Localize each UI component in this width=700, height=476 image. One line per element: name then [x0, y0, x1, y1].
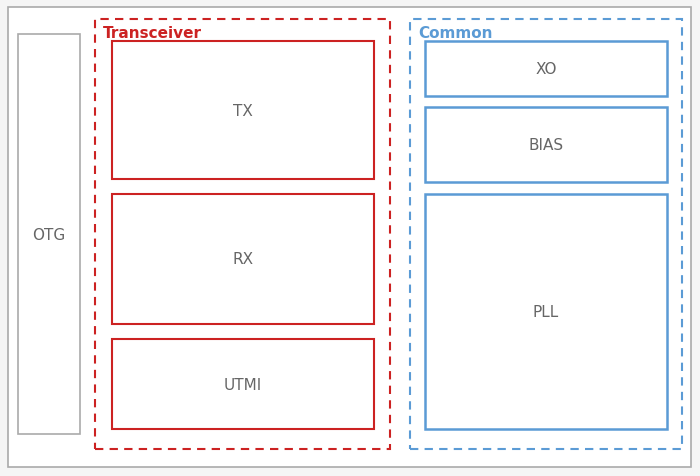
Text: OTG: OTG — [32, 227, 66, 242]
Text: Common: Common — [418, 26, 493, 41]
Text: RX: RX — [232, 252, 253, 267]
Bar — [425, 195, 667, 429]
Text: TX: TX — [233, 103, 253, 118]
Text: UTMI: UTMI — [224, 377, 262, 392]
Bar — [112, 42, 374, 179]
Text: BIAS: BIAS — [528, 138, 564, 153]
Text: PLL: PLL — [533, 304, 559, 319]
Bar — [18, 35, 80, 434]
Bar — [112, 195, 374, 324]
Text: Transceiver: Transceiver — [103, 26, 202, 41]
Bar — [410, 20, 682, 449]
Text: XO: XO — [536, 62, 556, 77]
Bar — [425, 42, 667, 97]
Bar — [95, 20, 390, 449]
Bar — [425, 108, 667, 183]
Bar — [112, 339, 374, 429]
